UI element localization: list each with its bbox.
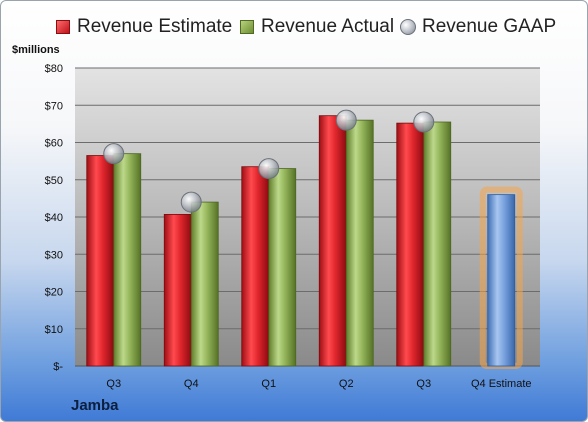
bars [86,115,523,369]
y-tick-label: $50 [45,175,63,187]
legend: Revenue Estimate Revenue Actual Revenue … [0,14,588,40]
bar-estimate [241,166,270,367]
gridlines [75,67,540,367]
legend-label-gaap: Revenue GAAP [422,16,557,37]
x-tick-label: Q4 Estimate [471,378,532,390]
y-tick-label: $70 [45,100,63,112]
y-tick-label: $80 [45,63,63,75]
legend-swatch-gaap [400,19,416,35]
company-label: Jamba [71,397,119,414]
gaap-marker [335,109,357,131]
x-tick-label: Q1 [261,378,276,390]
bar-actual [423,121,452,367]
x-axis-ticks: Q3 Q4 Q1 Q2 Q3 Q4 Estimate [106,378,531,390]
y-tick-label: $40 [45,212,63,224]
gaap-marker [103,143,125,165]
gaap-marker [180,191,202,213]
legend-label-estimate: Revenue Estimate [77,16,233,37]
bar-actual [113,153,142,367]
bar-actual [345,119,374,367]
legend-label-actual: Revenue Actual [261,16,395,37]
y-axis-ticks: $- $10 $20 $30 $40 $50 $60 $70 $80 [45,63,64,373]
legend-swatch-estimate [56,20,70,34]
bar-actual [268,168,297,367]
y-tick-label: $20 [45,287,63,299]
gaap-marker [258,158,280,180]
legend-item-actual: Revenue Actual [240,14,394,40]
x-tick-label: Q4 [184,378,199,390]
legend-item-estimate: Revenue Estimate [56,14,232,40]
bar-estimate [396,122,425,367]
bar-forecast [487,194,516,367]
y-tick-label: $10 [45,324,63,336]
y-tick-label: $60 [45,138,63,150]
bar-estimate [163,213,192,367]
y-unit-label: $millions [12,44,60,56]
bar-estimate [318,115,347,367]
x-tick-label: Q3 [416,378,431,390]
gaap-markers [103,109,435,213]
x-tick-label: Q3 [106,378,121,390]
bar-actual [190,201,219,367]
x-tick-label: Q2 [339,378,354,390]
y-tick-label: $30 [45,249,63,261]
legend-item-gaap: Revenue GAAP [400,14,556,40]
legend-swatch-actual [240,20,254,34]
gaap-marker [413,111,435,133]
y-tick-label: $- [53,361,63,373]
bar-estimate [86,155,115,367]
